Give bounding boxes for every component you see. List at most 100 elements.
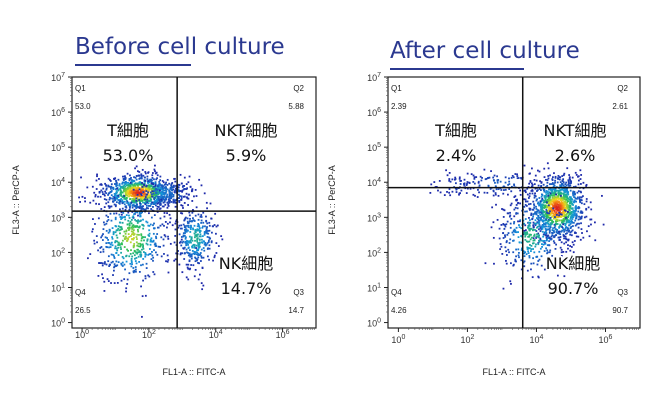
event-dot	[548, 240, 551, 242]
event-dot	[197, 233, 199, 236]
event-dot	[185, 242, 187, 245]
event-dot	[181, 204, 184, 207]
event-dot	[122, 257, 125, 260]
event-dot	[547, 251, 549, 254]
event-dot	[535, 179, 538, 182]
event-dot	[180, 227, 183, 230]
event-dot	[195, 244, 198, 247]
event-dot	[558, 197, 561, 200]
event-dot	[554, 217, 557, 220]
event-dot	[131, 190, 134, 193]
event-dot	[164, 221, 167, 223]
event-dot	[487, 185, 490, 187]
event-dot	[147, 224, 150, 227]
event-dot	[546, 184, 549, 187]
event-dot	[583, 216, 586, 219]
event-dot	[109, 246, 112, 248]
event-dot	[443, 194, 446, 197]
event-dot	[79, 201, 81, 203]
event-dot	[145, 185, 148, 188]
event-dot	[130, 201, 133, 204]
event-dot	[463, 178, 466, 181]
event-dot	[125, 205, 128, 208]
event-dot	[119, 200, 122, 203]
event-dot	[561, 226, 564, 228]
event-dot	[529, 222, 531, 224]
y-tick-label: 107	[367, 72, 381, 83]
event-dot	[206, 230, 209, 232]
event-dot	[133, 254, 136, 257]
event-dot	[151, 240, 154, 243]
event-dot	[178, 190, 181, 192]
event-dot	[449, 194, 452, 197]
event-dot	[568, 174, 571, 176]
panel-before: Before cell culture 100 101 102 103 104 105 10…	[11, 34, 317, 377]
event-dot	[569, 231, 572, 234]
event-dot	[140, 177, 143, 180]
event-dot	[166, 188, 169, 191]
event-dot	[114, 205, 117, 208]
event-dot	[120, 263, 123, 266]
event-dot	[540, 210, 543, 213]
event-dot	[178, 263, 181, 266]
event-dot	[129, 188, 131, 190]
event-dot	[135, 183, 138, 186]
event-dot	[182, 223, 185, 226]
event-dot	[142, 188, 144, 191]
event-dot	[560, 248, 563, 251]
event-dot	[129, 252, 132, 255]
event-dot	[202, 256, 205, 259]
event-dot	[174, 189, 177, 192]
event-dot	[524, 200, 527, 203]
event-dot	[545, 204, 548, 207]
event-dot	[500, 245, 503, 248]
event-dot	[94, 195, 97, 198]
event-dot	[109, 212, 112, 215]
event-dot	[558, 178, 561, 181]
event-dot	[120, 213, 123, 216]
event-dot	[504, 234, 506, 237]
event-dot	[102, 248, 105, 251]
event-dot	[567, 200, 569, 203]
event-dot	[128, 205, 131, 208]
event-dot	[506, 254, 508, 256]
event-dot	[553, 194, 556, 197]
event-dot	[531, 167, 533, 170]
event-dot	[93, 191, 96, 194]
event-dot	[126, 200, 129, 203]
event-dot	[547, 202, 550, 205]
event-dot	[526, 187, 529, 190]
event-dot	[115, 229, 118, 232]
event-dot	[163, 183, 166, 186]
event-dot	[131, 204, 134, 207]
event-dot	[478, 191, 480, 194]
event-dot	[541, 211, 544, 213]
event-dot	[504, 235, 507, 238]
event-dot	[138, 233, 140, 236]
event-dot	[537, 209, 540, 212]
event-dot	[206, 222, 209, 225]
event-dot	[168, 189, 171, 192]
event-dot	[539, 226, 542, 229]
event-dot	[142, 207, 144, 210]
event-dot	[532, 239, 535, 242]
event-dot	[137, 251, 140, 254]
event-dot	[98, 203, 100, 206]
event-dot	[507, 248, 510, 251]
event-dot	[581, 212, 583, 214]
event-dot	[89, 253, 92, 256]
event-dot	[515, 226, 518, 229]
quadrant-id: Q3	[293, 288, 304, 297]
event-dot	[564, 222, 567, 225]
event-dot	[146, 193, 148, 196]
event-dot	[197, 278, 200, 281]
event-dot	[153, 178, 155, 181]
event-dot	[563, 187, 566, 190]
event-dot	[138, 207, 141, 209]
event-dot	[125, 184, 128, 187]
event-dot	[530, 182, 533, 185]
event-dot	[508, 251, 510, 254]
event-dot	[132, 215, 135, 218]
event-dot	[579, 198, 582, 201]
event-dot	[99, 262, 101, 264]
